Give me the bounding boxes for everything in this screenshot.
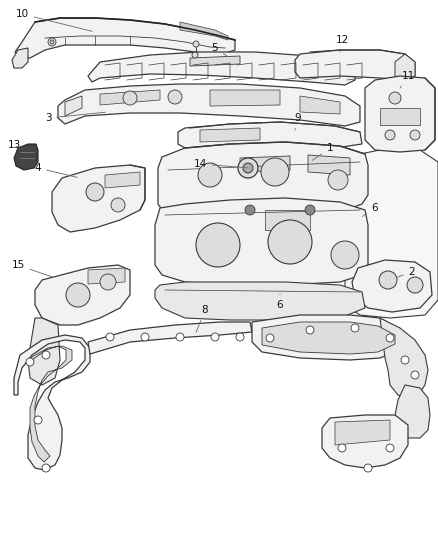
Polygon shape <box>380 108 420 125</box>
Polygon shape <box>14 335 90 470</box>
Text: 14: 14 <box>193 159 247 169</box>
Polygon shape <box>380 318 428 398</box>
Circle shape <box>111 198 125 212</box>
Polygon shape <box>345 148 438 318</box>
Circle shape <box>42 351 50 359</box>
Circle shape <box>386 444 394 452</box>
Circle shape <box>193 41 199 47</box>
Polygon shape <box>155 198 368 285</box>
Circle shape <box>123 91 137 105</box>
Polygon shape <box>308 155 350 175</box>
Text: 5: 5 <box>212 43 228 56</box>
Polygon shape <box>88 268 125 284</box>
Polygon shape <box>265 210 310 230</box>
Circle shape <box>106 333 114 341</box>
Polygon shape <box>295 50 415 80</box>
Circle shape <box>211 333 219 341</box>
Circle shape <box>328 170 348 190</box>
Circle shape <box>410 130 420 140</box>
Circle shape <box>266 334 274 342</box>
Polygon shape <box>200 128 260 142</box>
Text: 4: 4 <box>35 163 77 177</box>
Circle shape <box>100 274 116 290</box>
Circle shape <box>34 416 42 424</box>
Polygon shape <box>352 260 432 312</box>
Circle shape <box>306 326 314 334</box>
Text: 11: 11 <box>400 71 415 88</box>
Polygon shape <box>12 48 28 68</box>
Circle shape <box>168 90 182 104</box>
Polygon shape <box>178 122 362 148</box>
Circle shape <box>236 333 244 341</box>
Polygon shape <box>395 54 415 80</box>
Circle shape <box>261 158 289 186</box>
Polygon shape <box>58 84 360 126</box>
Circle shape <box>389 92 401 104</box>
Circle shape <box>338 444 346 452</box>
Circle shape <box>245 205 255 215</box>
Circle shape <box>196 223 240 267</box>
Polygon shape <box>28 318 60 385</box>
Polygon shape <box>52 165 145 232</box>
Polygon shape <box>100 90 160 105</box>
Circle shape <box>411 371 419 379</box>
Text: 8: 8 <box>196 305 208 333</box>
Text: 2: 2 <box>398 267 415 277</box>
Polygon shape <box>395 385 430 438</box>
Circle shape <box>351 324 359 332</box>
Polygon shape <box>65 96 82 116</box>
Circle shape <box>26 358 34 366</box>
Polygon shape <box>30 346 72 462</box>
Polygon shape <box>262 322 395 354</box>
Text: 6: 6 <box>277 294 283 310</box>
Text: 3: 3 <box>45 112 105 123</box>
Circle shape <box>305 205 315 215</box>
Polygon shape <box>252 315 400 360</box>
Polygon shape <box>14 144 38 170</box>
Circle shape <box>243 163 253 173</box>
Polygon shape <box>88 52 355 85</box>
Text: 10: 10 <box>15 9 92 31</box>
Polygon shape <box>335 420 390 445</box>
Circle shape <box>48 38 56 46</box>
Circle shape <box>198 163 222 187</box>
Circle shape <box>176 333 184 341</box>
Text: 15: 15 <box>11 260 53 277</box>
Circle shape <box>268 220 312 264</box>
Text: 12: 12 <box>336 35 349 52</box>
Polygon shape <box>365 76 435 152</box>
Polygon shape <box>158 142 368 220</box>
Polygon shape <box>105 172 140 188</box>
Polygon shape <box>88 322 252 354</box>
Circle shape <box>238 158 258 178</box>
Circle shape <box>364 464 372 472</box>
Circle shape <box>86 183 104 201</box>
Circle shape <box>379 271 397 289</box>
Text: 9: 9 <box>295 113 301 130</box>
Circle shape <box>66 283 90 307</box>
Circle shape <box>401 356 409 364</box>
Circle shape <box>50 40 54 44</box>
Circle shape <box>331 241 359 269</box>
Polygon shape <box>15 18 235 58</box>
Polygon shape <box>190 56 240 66</box>
Polygon shape <box>180 22 228 40</box>
Text: 13: 13 <box>7 140 21 150</box>
Text: 6: 6 <box>362 203 378 216</box>
Circle shape <box>42 464 50 472</box>
Circle shape <box>407 277 423 293</box>
Circle shape <box>192 52 198 58</box>
Text: 1: 1 <box>312 143 333 160</box>
Polygon shape <box>322 415 408 468</box>
Polygon shape <box>210 90 280 106</box>
Circle shape <box>386 334 394 342</box>
Circle shape <box>141 333 149 341</box>
Polygon shape <box>155 282 365 320</box>
Circle shape <box>385 130 395 140</box>
Polygon shape <box>300 96 340 114</box>
Polygon shape <box>240 156 290 172</box>
Polygon shape <box>35 265 130 325</box>
